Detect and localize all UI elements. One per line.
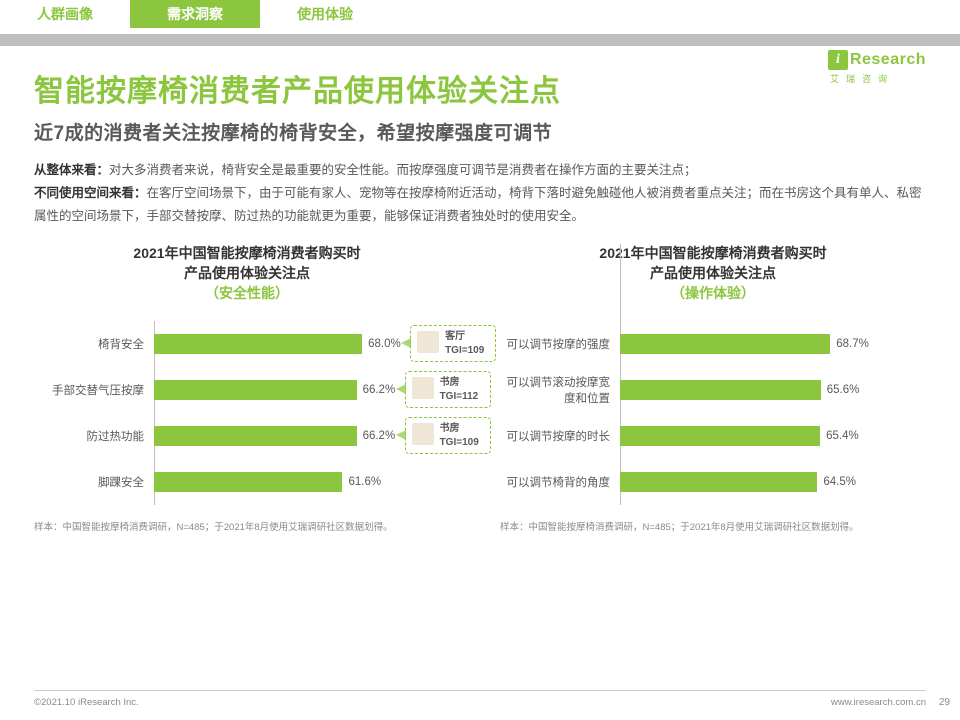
bar-value: 64.5% [817, 472, 856, 492]
tabs: 人群画像 需求洞察 使用体验 [0, 0, 960, 28]
bar-row: 可以调节按摩的强度 68.7% [500, 321, 926, 367]
bar-label: 手部交替气压按摩 [34, 382, 154, 398]
bar-label: 可以调节椅背的角度 [500, 474, 620, 490]
page-number: 29 [939, 697, 950, 708]
bar-fill [620, 426, 820, 446]
footer: ©2021.10 iResearch Inc. www.iresearch.co… [34, 690, 926, 708]
bar-track: 61.6% [154, 472, 460, 492]
callout: 书房TGI=109 [405, 417, 491, 454]
source-left: 样本：中国智能按摩椅消费调研，N=485；于2021年8月使用艾瑞调研社区数据划… [34, 519, 460, 533]
logo-text: Research [850, 51, 926, 69]
logo: i Research 艾瑞咨询 [828, 50, 926, 85]
bar-value: 65.6% [821, 380, 860, 400]
page-title: 智能按摩椅消费者产品使用体验关注点 [34, 66, 960, 110]
logo-subtext: 艾瑞咨询 [828, 72, 926, 85]
source-notes: 样本：中国智能按摩椅消费调研，N=485；于2021年8月使用艾瑞调研社区数据划… [0, 519, 960, 533]
bar-fill [620, 380, 821, 400]
chart-operation: 2021年中国智能按摩椅消费者购买时 产品使用体验关注点 （操作体验） 可以调节… [500, 244, 926, 505]
body-bold-2: 不同使用空间来看： [34, 186, 147, 200]
tab-audience[interactable]: 人群画像 [0, 0, 130, 28]
body-text: 从整体来看：对大多消费者来说，椅背安全是最重要的安全性能。而按摩强度可调节是消费… [34, 159, 926, 228]
bar-fill [620, 334, 830, 354]
chart-safety: 2021年中国智能按摩椅消费者购买时 产品使用体验关注点 （安全性能） 椅背安全… [34, 244, 460, 505]
bar-fill [154, 426, 357, 446]
bar-track: 65.6% [620, 380, 926, 400]
bar-row: 椅背安全 68.0% [34, 321, 460, 367]
bar-fill [154, 472, 342, 492]
bar-label: 可以调节按摩的时长 [500, 428, 620, 444]
tab-demand[interactable]: 需求洞察 [130, 0, 260, 28]
source-right: 样本：中国智能按摩椅消费调研，N=485；于2021年8月使用艾瑞调研社区数据划… [500, 519, 926, 533]
page-subtitle: 近7成的消费者关注按摩椅的椅背安全，希望按摩强度可调节 [34, 118, 960, 145]
bars-left: 椅背安全68.0%客厅TGI=109手部交替气压按摩66.2%书房TGI=112… [34, 321, 460, 505]
footer-url: www.iresearch.com.cn [831, 697, 926, 708]
bar-label: 脚踝安全 [34, 474, 154, 490]
bar-row: 可以调节按摩的时长 65.4% [500, 413, 926, 459]
callout: 客厅TGI=109 [410, 325, 496, 362]
bar-label: 防过热功能 [34, 428, 154, 444]
body-p2: 在客厅空间场景下，由于可能有家人、宠物等在按摩椅附近活动，椅背下落时避免触碰他人… [34, 186, 922, 223]
bar-fill [154, 380, 357, 400]
bar-row: 脚踝安全 61.6% [34, 459, 460, 505]
chart-left-title: 2021年中国智能按摩椅消费者购买时 产品使用体验关注点 （安全性能） [34, 244, 460, 303]
body-p1: 对大多消费者来说，椅背安全是最重要的安全性能。而按摩强度可调节是消费者在操作方面… [109, 163, 697, 177]
callout: 书房TGI=112 [405, 371, 491, 408]
copyright: ©2021.10 iResearch Inc. [34, 697, 139, 708]
bar-label: 椅背安全 [34, 336, 154, 352]
bar-track: 65.4% [620, 426, 926, 446]
bar-row: 可以调节椅背的角度 64.5% [500, 459, 926, 505]
body-bold-1: 从整体来看： [34, 163, 109, 177]
bar-value: 68.0% [362, 334, 401, 354]
bar-value: 66.2% [357, 380, 396, 400]
bar-value: 65.4% [820, 426, 859, 446]
divider-strip [0, 34, 960, 46]
bar-track: 64.5% [620, 472, 926, 492]
bar-row: 可以调节滚动按摩宽度和位置 65.6% [500, 367, 926, 413]
bar-value: 68.7% [830, 334, 869, 354]
bar-label: 可以调节滚动按摩宽度和位置 [500, 374, 620, 406]
bar-fill [154, 334, 362, 354]
tab-experience[interactable]: 使用体验 [260, 0, 390, 28]
bar-value: 66.2% [357, 426, 396, 446]
bar-track: 68.7% [620, 334, 926, 354]
bars-right: 可以调节按摩的强度 68.7% 可以调节滚动按摩宽度和位置 65.6% 可以调节按摩的时… [500, 321, 926, 505]
charts-container: 2021年中国智能按摩椅消费者购买时 产品使用体验关注点 （安全性能） 椅背安全… [0, 244, 960, 505]
bar-label: 可以调节按摩的强度 [500, 336, 620, 352]
chart-right-title: 2021年中国智能按摩椅消费者购买时 产品使用体验关注点 （操作体验） [500, 244, 926, 303]
bar-fill [620, 472, 817, 492]
logo-icon: i [828, 50, 848, 70]
bar-value: 61.6% [342, 472, 381, 492]
